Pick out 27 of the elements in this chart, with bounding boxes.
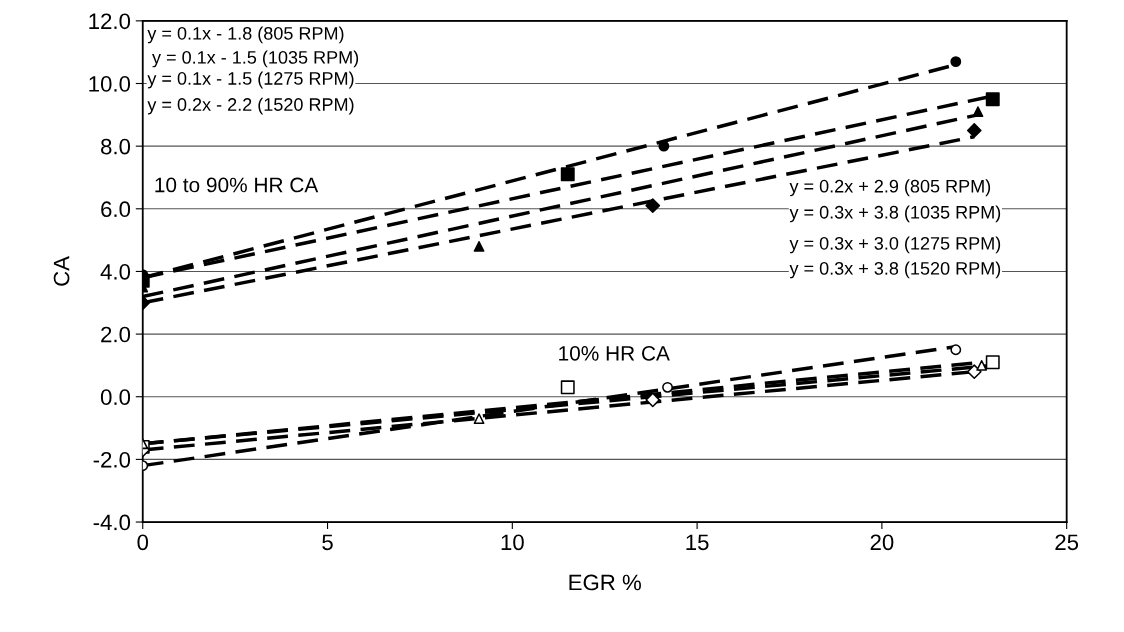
x-tick-label: 15: [686, 534, 709, 551]
y-tick-label: 10.0: [89, 76, 131, 92]
annotation: y = 0.3x + 3.8 (1035 RPM): [789, 205, 1001, 223]
annotation: y = 0.1x - 1.5 (1035 RPM): [152, 50, 359, 68]
annotation: y = 0.2x + 2.9 (805 RPM): [789, 179, 991, 197]
annotation: y = 0.2x - 2.2 (1520 RPM): [147, 97, 354, 115]
annotation: y = 0.1x - 1.5 (1275 RPM): [147, 71, 354, 89]
y-axis-title: CA: [53, 256, 70, 286]
annotation: y = 0.3x + 3.8 (1520 RPM): [789, 261, 1001, 279]
x-axis-title: EGR %: [569, 574, 641, 591]
x-tick-label: 25: [1055, 534, 1079, 551]
annotation: y = 0.1x - 1.8 (805 RPM): [147, 26, 344, 44]
y-tick-label: 6.0: [101, 201, 131, 218]
x-tick-label: 0: [137, 534, 149, 551]
x-tick-label: 5: [322, 534, 333, 551]
y-tick-label: -2.0: [93, 451, 131, 468]
annotation: y = 0.3x + 3.0 (1275 RPM): [789, 236, 1001, 254]
y-tick-label: 12.0: [89, 13, 131, 30]
x-tick-label: 10: [501, 534, 524, 551]
y-tick-label: 2.0: [101, 326, 131, 343]
x-tick-label: 20: [870, 534, 894, 551]
y-tick-label: -4.0: [93, 514, 131, 531]
annotation: 10% HR CA: [559, 345, 670, 361]
y-tick-label: 4.0: [100, 263, 131, 280]
y-tick-label: 8.0: [101, 138, 131, 155]
y-tick-label: 0.0: [100, 389, 131, 406]
annotation: 10 to 90% HR CA: [155, 177, 319, 193]
